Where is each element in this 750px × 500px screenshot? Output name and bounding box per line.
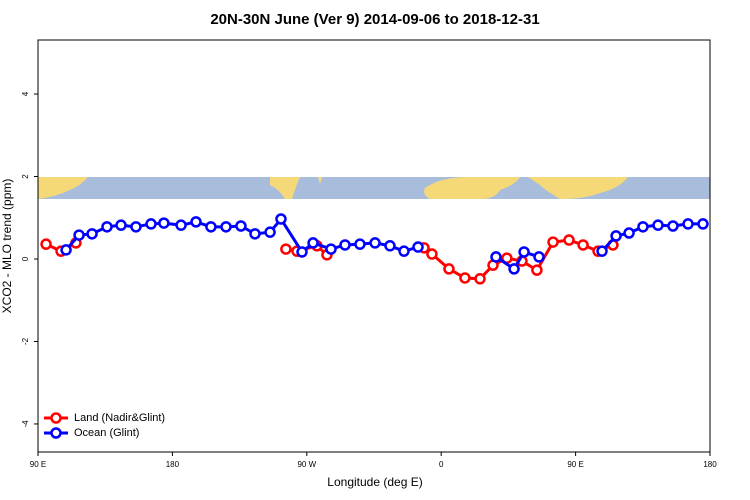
point	[60, 244, 72, 256]
point	[190, 216, 202, 228]
point	[623, 227, 635, 239]
legend-label: Ocean (Glint)	[74, 427, 139, 439]
point	[697, 218, 709, 230]
x-tick-label: 90 W	[297, 460, 316, 469]
point	[412, 241, 424, 253]
point	[508, 263, 520, 275]
point	[249, 228, 261, 240]
point	[596, 245, 608, 257]
y-tick-label: 4	[21, 91, 30, 96]
point	[354, 238, 366, 250]
point	[652, 219, 664, 231]
point	[577, 239, 589, 251]
y-axis-label: XCO2 - MLO trend (ppm)	[0, 179, 14, 314]
point	[130, 221, 142, 233]
point	[296, 246, 308, 258]
point	[86, 228, 98, 240]
point	[145, 218, 157, 230]
point	[235, 220, 247, 232]
x-tick-label: 90 E	[567, 460, 583, 469]
point	[426, 248, 438, 260]
legend-marker	[50, 427, 62, 439]
point	[443, 263, 455, 275]
y-tick-label: 2	[21, 174, 30, 179]
plot-frame	[37, 39, 711, 453]
x-axis-label: Longitude (deg E)	[327, 475, 422, 489]
point	[307, 237, 319, 249]
point	[101, 221, 113, 233]
point	[339, 239, 351, 251]
point	[73, 229, 85, 241]
point	[220, 221, 232, 233]
point	[40, 238, 52, 250]
point	[610, 230, 622, 242]
point	[369, 237, 381, 249]
point	[547, 236, 559, 248]
point	[325, 243, 337, 255]
point	[518, 246, 530, 258]
point	[205, 221, 217, 233]
point	[533, 251, 545, 263]
point	[682, 218, 694, 230]
x-tick-label: 180	[166, 460, 180, 469]
legend-label: Land (Nadir&Glint)	[74, 412, 165, 424]
point	[275, 213, 287, 225]
x-tick-label: 90 E	[30, 460, 46, 469]
point	[490, 251, 502, 263]
point	[459, 272, 471, 284]
chart-title: 20N-30N June (Ver 9) 2014-09-06 to 2018-…	[210, 11, 539, 28]
point	[264, 226, 276, 238]
x-tick-label: 0	[439, 460, 444, 469]
point	[398, 245, 410, 257]
legend-marker	[50, 412, 62, 424]
point	[474, 273, 486, 285]
map-strip	[38, 177, 710, 199]
point	[175, 219, 187, 231]
point	[637, 221, 649, 233]
x-tick-label: 180	[703, 460, 717, 469]
point	[158, 217, 170, 229]
point	[531, 264, 543, 276]
point	[384, 240, 396, 252]
point	[280, 243, 292, 255]
y-tick-label: -4	[21, 420, 30, 428]
point	[667, 220, 679, 232]
point	[115, 219, 127, 231]
y-tick-label: -2	[21, 337, 30, 345]
point	[563, 234, 575, 246]
y-tick-label: 0	[21, 256, 30, 261]
